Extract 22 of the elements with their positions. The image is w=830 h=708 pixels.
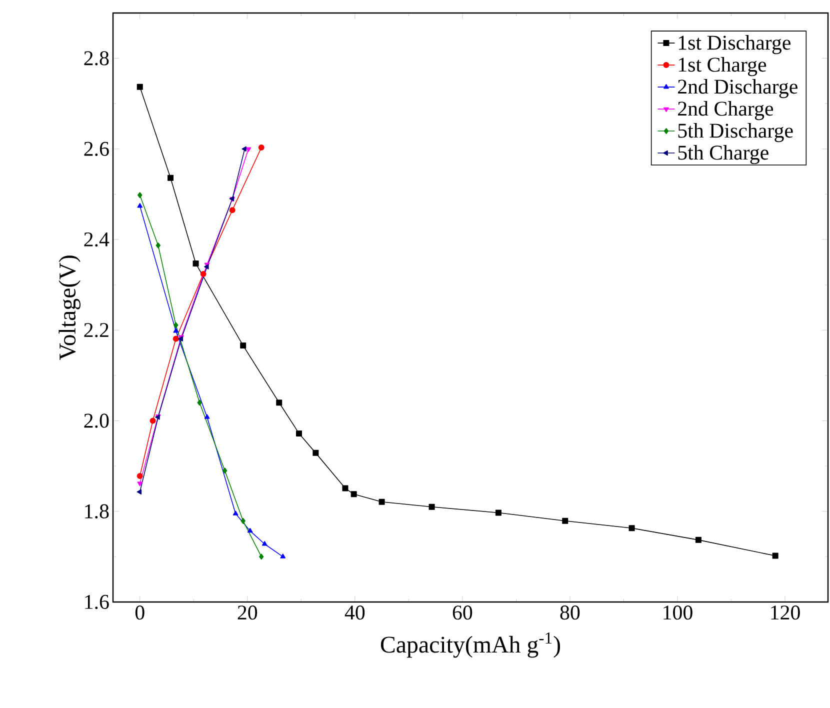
y-tick-label: 2.4 [84,232,110,247]
legend-label: 5th Discharge [678,123,793,142]
x-tick-label: 100 [664,606,692,620]
x-tick-label: 40 [344,606,365,620]
legend-label: 2nd Charge [678,101,774,120]
y-tick-label: 2.8 [84,51,109,66]
x-tick-label: 120 [771,606,800,620]
y-tick-label: 2.2 [84,323,108,338]
legend-label: 1st Discharge [678,35,790,54]
y-tick-label: 1.6 [85,594,109,610]
x-tick-label: 60 [452,606,472,620]
y-tick-label: 2.0 [84,414,109,428]
x-tick-label: 0 [135,606,144,620]
y-tick-label: 1.8 [85,504,109,518]
x-axis-title: Capacity(mAh g$^{-1}$) [380,632,560,658]
x-tick-label: 20 [238,606,258,620]
legend-label: 2nd Discharge [678,79,798,98]
legend-label: 1st Charge [678,57,766,76]
legend-label: 5th Charge [678,145,768,164]
y-axis-title: Voltage(V) [58,256,80,360]
x-tick-label: 80 [560,606,580,620]
y-tick-label: 2.6 [84,142,109,156]
